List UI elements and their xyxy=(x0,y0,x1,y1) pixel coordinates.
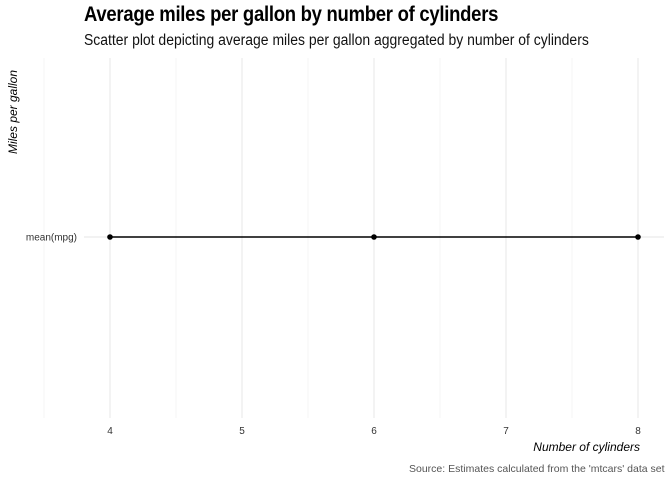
x-axis-title: Number of cylinders xyxy=(533,440,640,454)
y-tick-label: mean(mpg) xyxy=(26,233,77,244)
x-tick-label: 7 xyxy=(503,426,509,437)
chart-caption: Source: Estimates calculated from the 'm… xyxy=(409,463,665,475)
data-point xyxy=(107,234,113,240)
grid-lines xyxy=(43,58,664,418)
y-axis-title: Miles per gallon xyxy=(6,70,20,154)
chart-title: Average miles per gallon by number of cy… xyxy=(84,3,499,26)
tick-labels: 4 5 6 7 8 mean(mpg) xyxy=(26,233,641,438)
data-point xyxy=(635,234,641,240)
x-tick-label: 5 xyxy=(239,426,245,437)
x-tick-label: 6 xyxy=(371,426,377,437)
x-tick-label: 8 xyxy=(635,426,641,437)
x-tick-label: 4 xyxy=(107,426,113,437)
data-point xyxy=(371,234,377,240)
data-series xyxy=(107,234,641,240)
chart-subtitle: Scatter plot depicting average miles per… xyxy=(84,32,589,49)
